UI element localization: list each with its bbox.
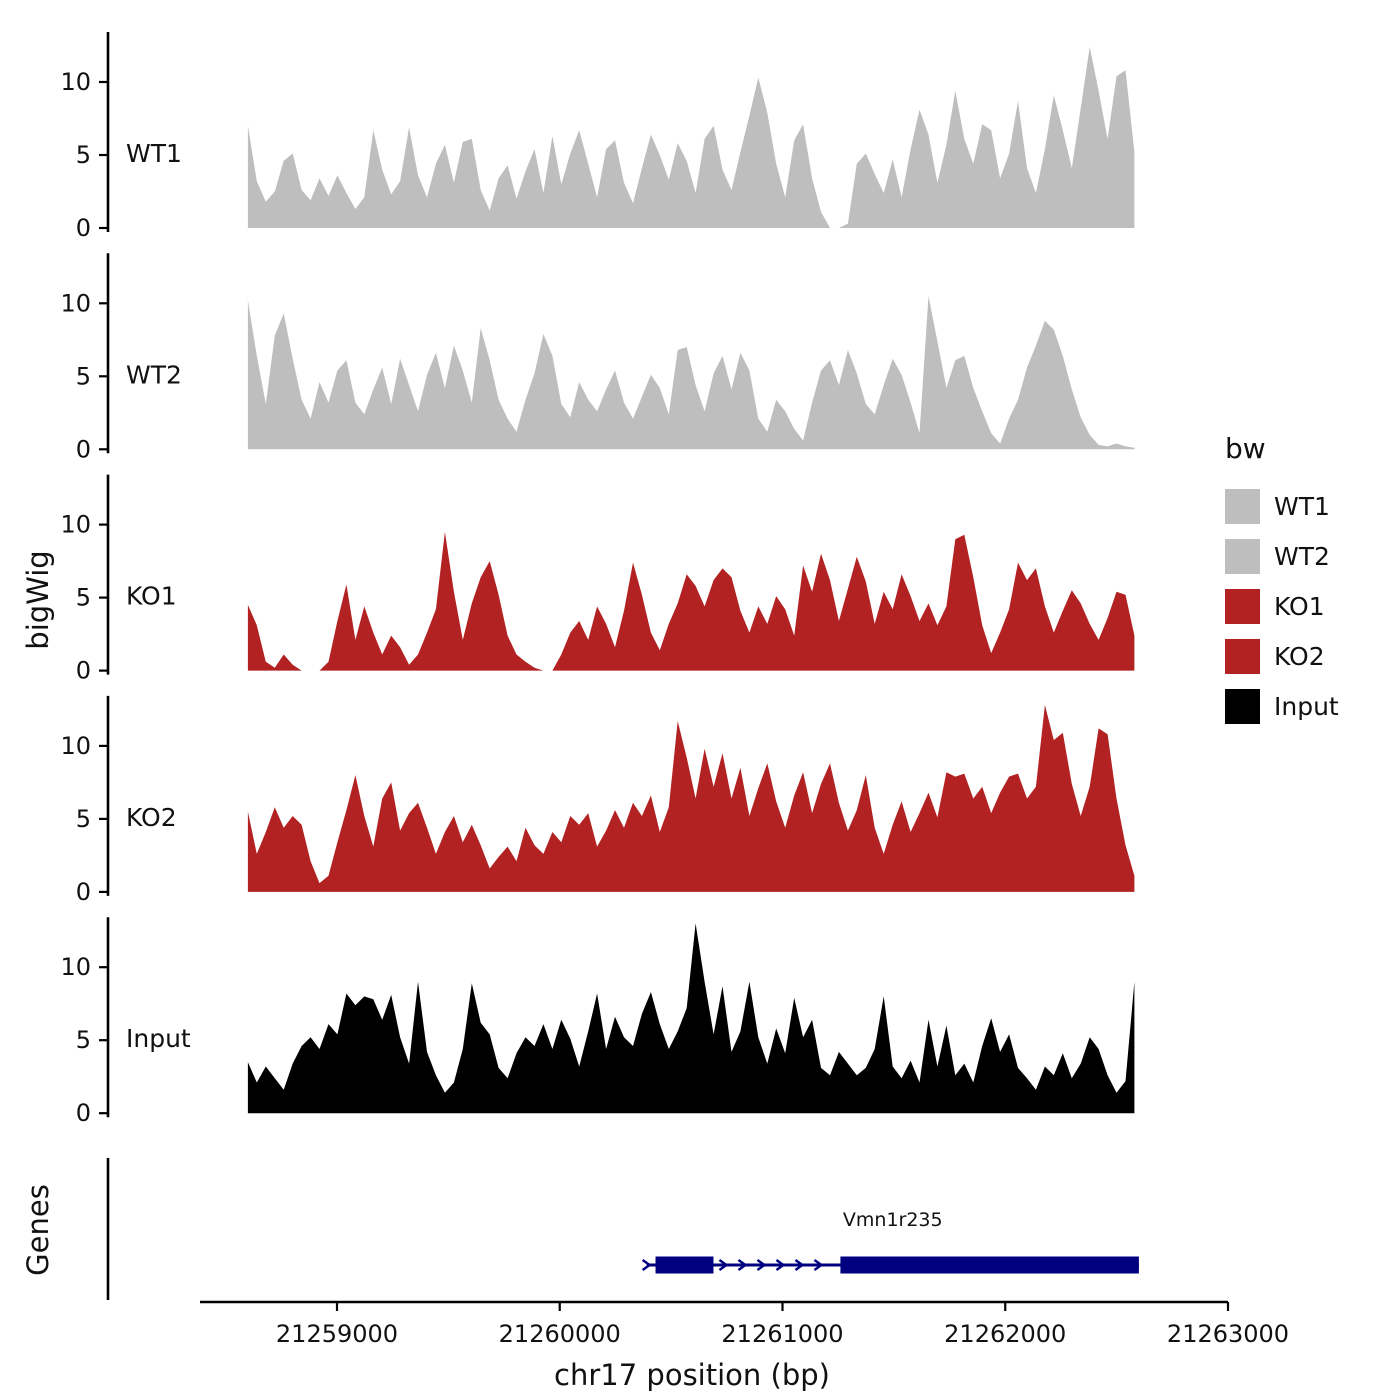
y-tick-label: 5 — [76, 584, 91, 612]
y-tick-label: 5 — [76, 1026, 91, 1054]
coverage-area-input — [247, 923, 1135, 1114]
x-tick-label: 21259000 — [276, 1320, 398, 1348]
track-label: Input — [126, 1024, 191, 1053]
x-tick-label: 21262000 — [944, 1320, 1066, 1348]
legend-label: WT2 — [1274, 541, 1330, 571]
legend-swatch — [1225, 638, 1260, 674]
coverage-area-ko1 — [247, 531, 1135, 671]
legend-entries: WT1 WT2 KO1 KO2 Input — [1225, 481, 1339, 731]
legend-entry: WT1 — [1225, 481, 1339, 531]
y-tick-label: 0 — [76, 435, 91, 463]
strand-arrow-icon — [737, 1259, 748, 1271]
strand-arrow-icon — [641, 1259, 652, 1271]
y-tick-label: 0 — [76, 1099, 91, 1127]
y-tick-label: 10 — [60, 732, 91, 760]
y-axis-title: bigWig — [21, 550, 55, 650]
coverage-area-wt1 — [247, 47, 1135, 228]
track-label: KO2 — [126, 803, 177, 832]
legend-label: KO2 — [1274, 641, 1325, 671]
x-tick-label: 21263000 — [1167, 1320, 1289, 1348]
legend-entry: WT2 — [1225, 531, 1339, 581]
y-tick-label: 0 — [76, 878, 91, 906]
gene-exon — [655, 1256, 714, 1274]
y-tick-label: 5 — [76, 141, 91, 169]
x-tick-label: 21261000 — [721, 1320, 843, 1348]
legend-swatch — [1225, 688, 1260, 724]
strand-arrow-icon — [813, 1259, 824, 1271]
legend-label: Input — [1274, 691, 1339, 721]
legend-label: KO1 — [1274, 591, 1325, 621]
track-label: WT1 — [126, 139, 182, 168]
y-tick-label: 0 — [76, 657, 91, 685]
gene-exon — [840, 1256, 1139, 1274]
x-tick-label: 21260000 — [499, 1320, 621, 1348]
strand-arrow-icon — [775, 1259, 786, 1271]
legend-entry: Input — [1225, 681, 1339, 731]
legend-title: bw — [1225, 432, 1266, 465]
y-tick-label: 5 — [76, 362, 91, 390]
legend-swatch — [1225, 538, 1260, 574]
y-tick-label: 10 — [60, 953, 91, 981]
strand-arrow-icon — [794, 1259, 805, 1271]
legend: bw WT1 WT2 KO1 KO2 Input — [1225, 432, 1339, 731]
gene-label: Vmn1r235 — [843, 1209, 943, 1231]
legend-entry: KO1 — [1225, 581, 1339, 631]
y-tick-label: 10 — [60, 68, 91, 96]
y-tick-label: 10 — [60, 511, 91, 539]
x-axis-title: chr17 position (bp) — [554, 1358, 830, 1392]
strand-arrow-icon — [756, 1259, 767, 1271]
track-label: WT2 — [126, 360, 182, 389]
track-label: KO1 — [126, 582, 177, 611]
coverage-area-ko2 — [247, 705, 1135, 892]
legend-swatch — [1225, 488, 1260, 524]
legend-swatch — [1225, 588, 1260, 624]
y-tick-label: 10 — [60, 289, 91, 317]
strand-arrow-icon — [718, 1259, 729, 1271]
y-tick-label: 0 — [76, 214, 91, 242]
y-tick-label: 5 — [76, 805, 91, 833]
legend-label: WT1 — [1274, 491, 1330, 521]
legend-entry: KO2 — [1225, 631, 1339, 681]
genes-axis-title: Genes — [21, 1184, 55, 1276]
coverage-area-wt2 — [247, 296, 1135, 450]
